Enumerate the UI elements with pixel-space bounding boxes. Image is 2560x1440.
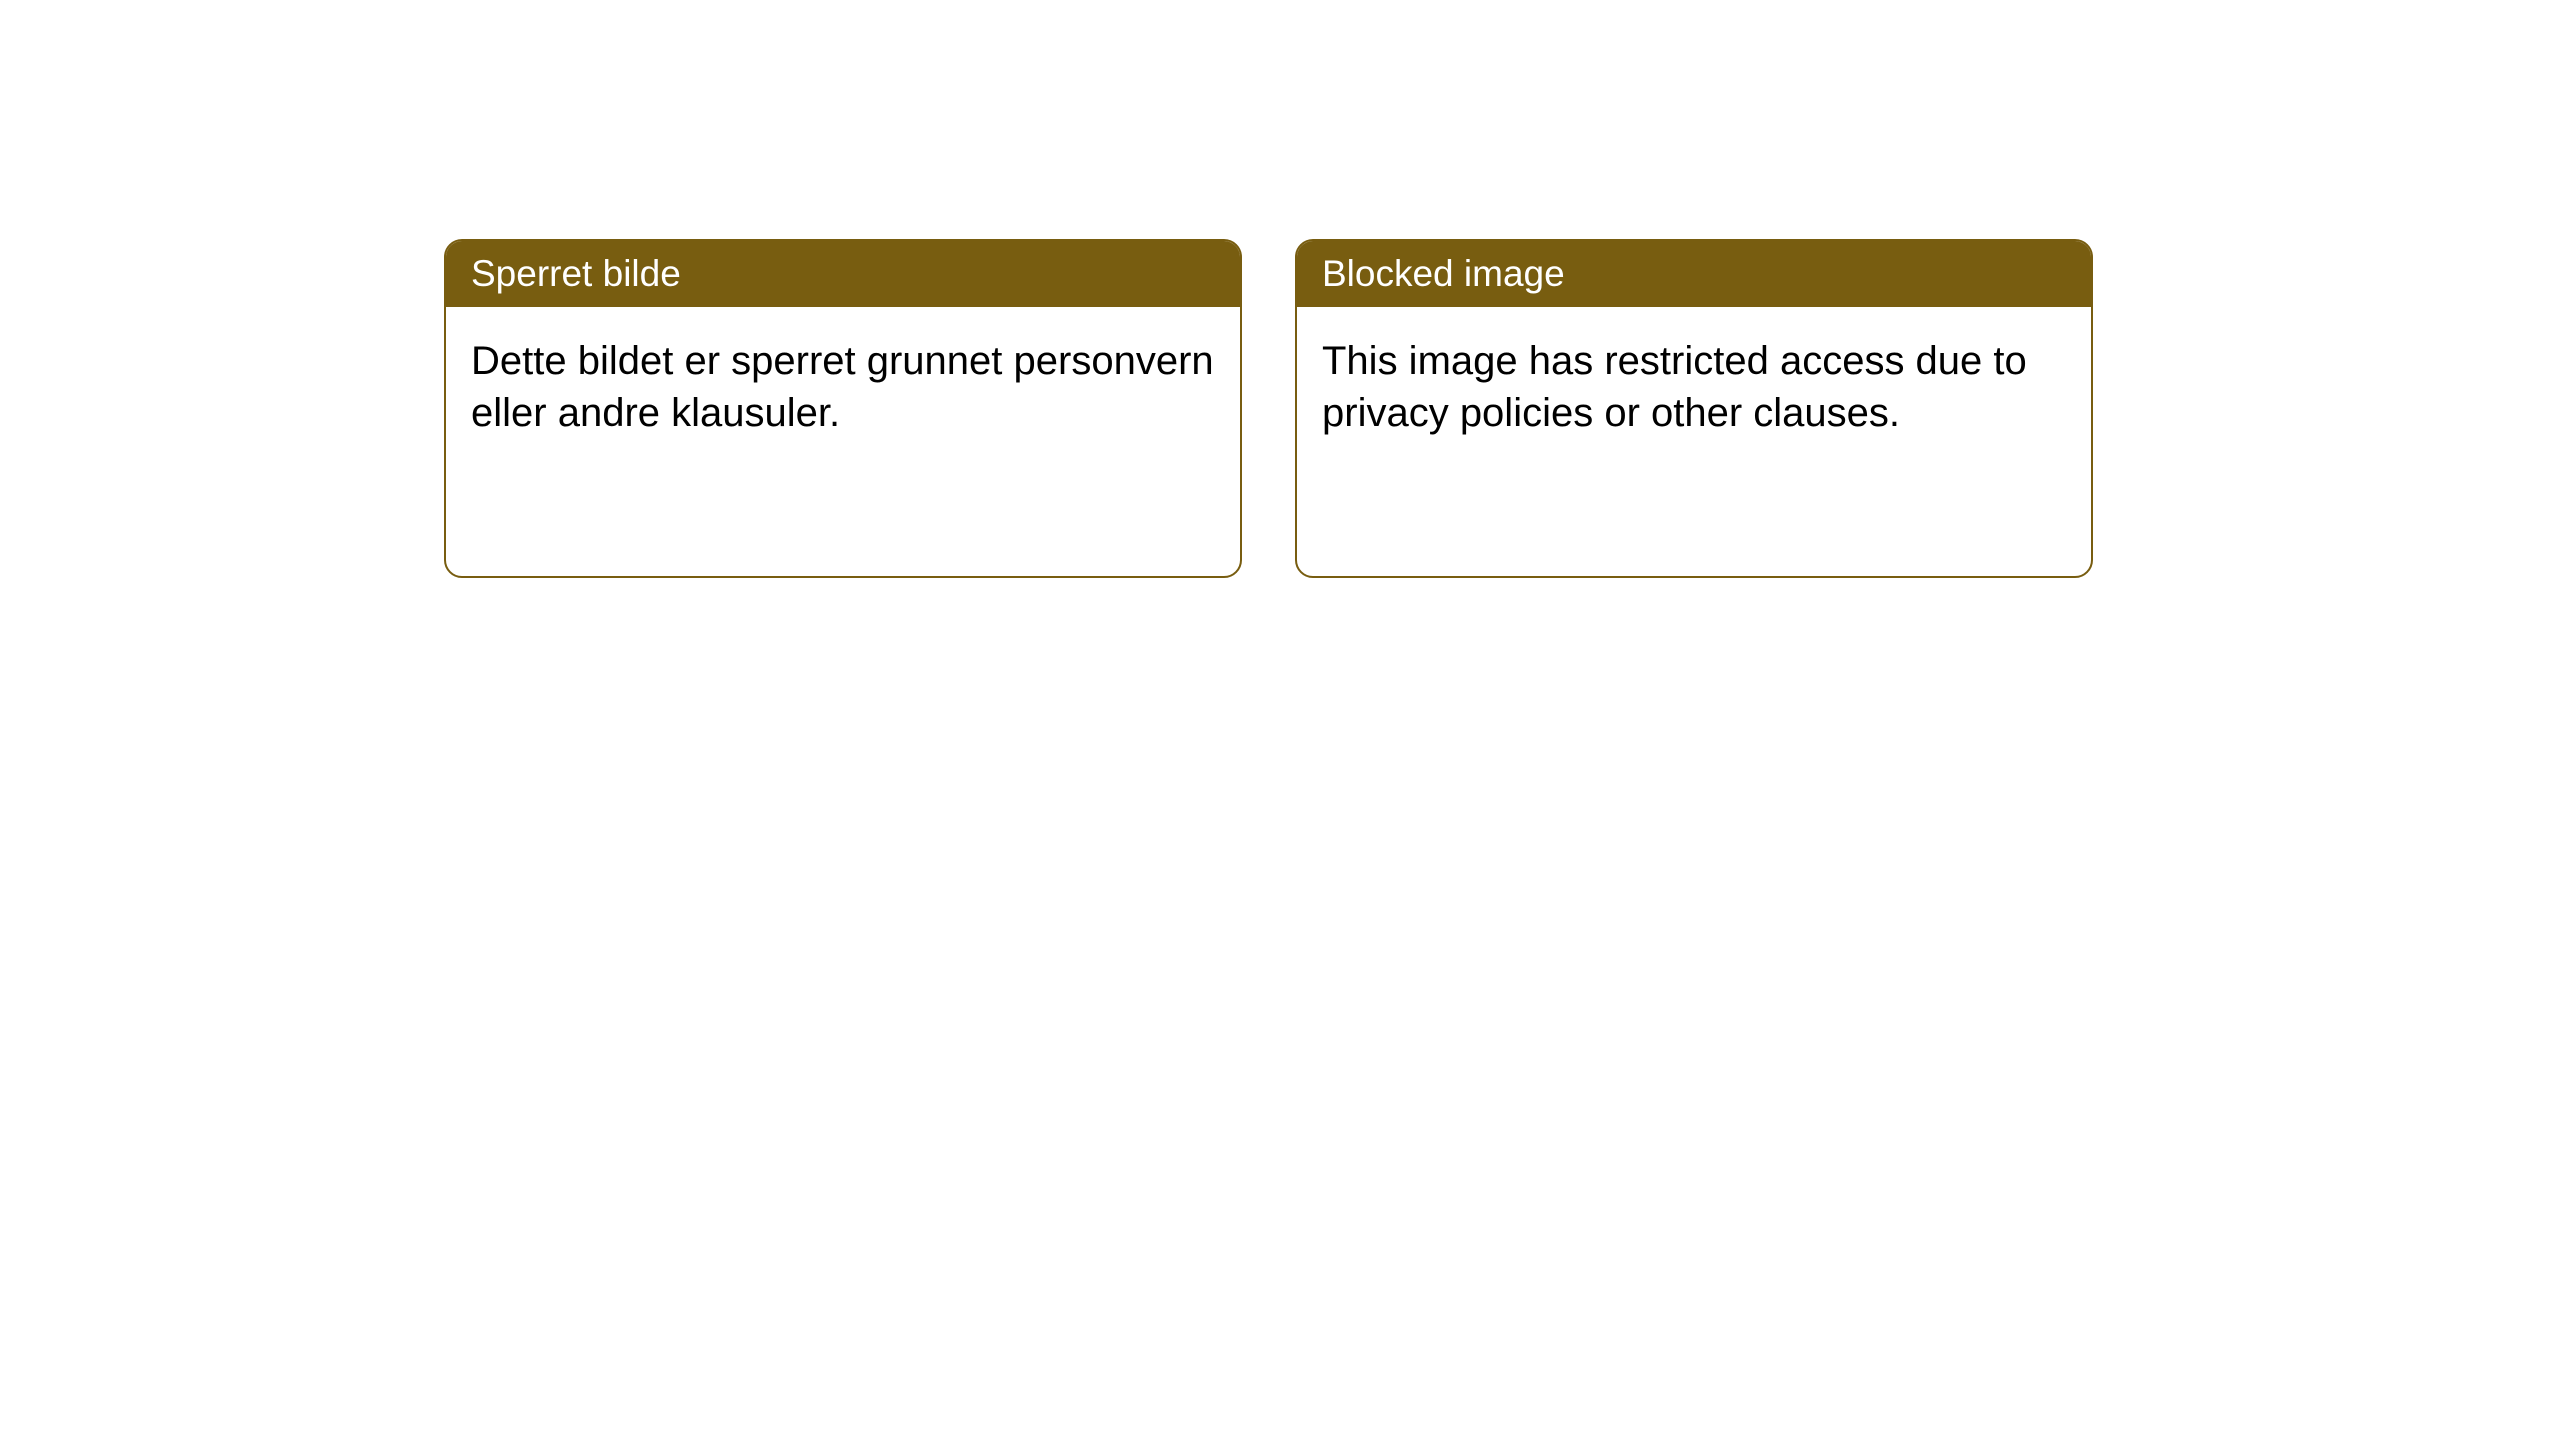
card-title: Sperret bilde xyxy=(471,253,681,294)
notice-card-english: Blocked image This image has restricted … xyxy=(1295,239,2093,578)
card-body: Dette bildet er sperret grunnet personve… xyxy=(446,307,1240,467)
card-title: Blocked image xyxy=(1322,253,1565,294)
card-header: Blocked image xyxy=(1297,241,2091,307)
card-message: This image has restricted access due to … xyxy=(1322,339,2027,435)
notice-container: Sperret bilde Dette bildet er sperret gr… xyxy=(444,239,2093,578)
card-header: Sperret bilde xyxy=(446,241,1240,307)
notice-card-norwegian: Sperret bilde Dette bildet er sperret gr… xyxy=(444,239,1242,578)
card-body: This image has restricted access due to … xyxy=(1297,307,2091,467)
card-message: Dette bildet er sperret grunnet personve… xyxy=(471,339,1214,435)
